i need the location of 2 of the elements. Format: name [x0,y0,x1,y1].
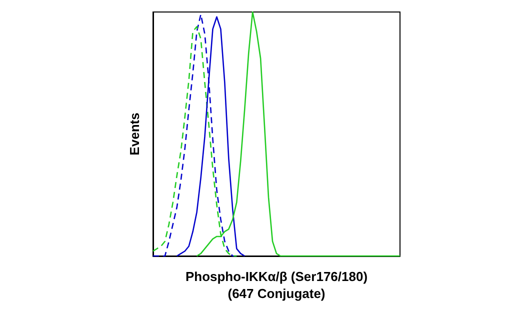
x-axis-title: Phospho-IKKα/β (Ser176/180) (647 Conjugate) [185,269,368,301]
y-axis-title: Events [127,112,142,156]
